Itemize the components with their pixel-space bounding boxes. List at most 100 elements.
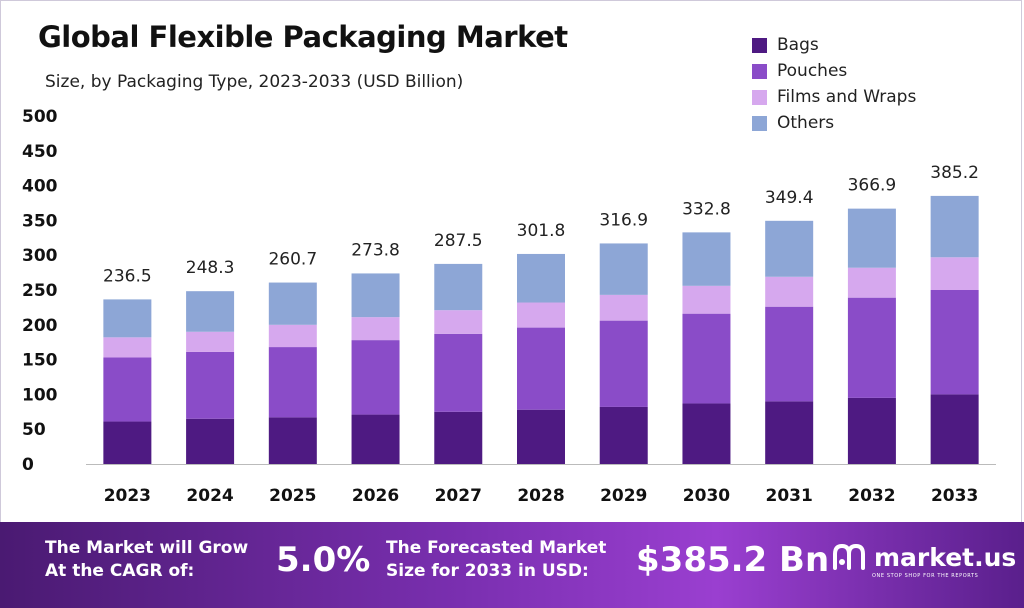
bar-segment-bags: [351, 414, 400, 464]
forecast-caption: The Forecasted Market Size for 2033 in U…: [386, 537, 606, 583]
bar-segment-films: [847, 267, 896, 298]
legend-label-others: Others: [777, 113, 835, 133]
bar-segment-bags: [186, 418, 235, 464]
legend-label-bags: Bags: [777, 35, 819, 55]
bar-total-label: 260.7: [268, 250, 317, 270]
bar-segment-others: [930, 195, 979, 258]
bar-segment-films: [434, 310, 483, 334]
brand-tagline: ONE STOP SHOP FOR THE REPORTS: [872, 573, 979, 579]
bar-segment-pouches: [765, 306, 814, 402]
brand-name: market.us: [874, 542, 1017, 572]
x-tick-label: 2027: [435, 486, 482, 506]
y-tick-label: 300: [22, 246, 58, 266]
bar-segment-bags: [930, 394, 979, 464]
bar-segment-pouches: [847, 297, 896, 398]
legend-label-films: Films and Wraps: [777, 87, 917, 107]
legend: Bags Pouches Films and Wraps Others: [752, 32, 916, 136]
bar-segment-pouches: [930, 290, 979, 395]
x-tick-label: 2025: [269, 486, 316, 506]
cagr-caption: The Market will Grow At the CAGR of:: [45, 537, 248, 583]
bar-total-label: 301.8: [517, 221, 566, 241]
y-tick-label: 500: [22, 107, 58, 127]
forecast-value: $385.2 Bn: [636, 540, 830, 580]
cagr-value: 5.0%: [276, 540, 371, 580]
bar-total-label: 273.8: [351, 240, 400, 260]
bar-segment-pouches: [599, 320, 648, 407]
legend-swatch-films: [752, 89, 767, 105]
x-tick-label: 2026: [352, 486, 399, 506]
bar-segment-films: [268, 324, 317, 348]
bar-segment-pouches: [434, 333, 483, 412]
cagr-caption-line1: The Market will Grow: [45, 538, 249, 558]
bar-total-label: 236.5: [103, 266, 152, 286]
bar-segment-bags: [847, 397, 896, 464]
chart-title: Global Flexible Packaging Market: [38, 20, 568, 54]
legend-label-pouches: Pouches: [777, 61, 848, 81]
x-tick-label: 2029: [600, 486, 647, 506]
y-tick-label: 250: [22, 281, 58, 301]
bar-total-label: 366.9: [848, 176, 897, 196]
x-tick-label: 2032: [848, 486, 895, 506]
bar-segment-bags: [268, 417, 317, 464]
footer-banner: The Market will Grow At the CAGR of: 5.0…: [0, 522, 1024, 608]
bar-segment-others: [351, 273, 400, 318]
legend-item-pouches: Pouches: [752, 58, 916, 84]
bar-segment-pouches: [517, 327, 565, 410]
bar-total-label: 316.9: [599, 210, 648, 230]
bar-segment-others: [268, 282, 317, 325]
y-tick-label: 350: [22, 211, 58, 231]
bar-segment-films: [599, 294, 648, 321]
bar-segment-others: [103, 299, 152, 338]
bar-total-label: 385.2: [930, 163, 979, 183]
bar-segment-bags: [434, 411, 483, 464]
x-tick-label: 2023: [104, 486, 151, 506]
forecast-caption-line1: The Forecasted Market: [386, 538, 607, 558]
x-tick-label: 2033: [931, 486, 978, 506]
bar-segment-pouches: [682, 313, 731, 404]
bar-segment-bags: [103, 421, 152, 464]
bar-segment-others: [682, 232, 731, 286]
bar-total-label: 332.8: [682, 199, 731, 219]
forecast-caption-line2: Size for 2033 in USD:: [386, 561, 589, 581]
bar-segment-bags: [517, 409, 565, 464]
y-tick-label: 200: [22, 316, 58, 336]
bar-segment-pouches: [103, 357, 152, 422]
bar-segment-bags: [599, 406, 648, 464]
brand-logo: market.us ONE STOP SHOP FOR THE REPORTS: [832, 542, 1017, 579]
bar-segment-pouches: [268, 347, 317, 418]
legend-item-films: Films and Wraps: [752, 84, 916, 110]
bar-segment-others: [434, 263, 483, 311]
y-tick-label: 450: [22, 142, 58, 162]
y-tick-label: 0: [22, 455, 34, 475]
legend-item-others: Others: [752, 110, 916, 136]
bar-segment-films: [186, 331, 235, 352]
x-tick-label: 2030: [683, 486, 730, 506]
bar-segment-others: [517, 253, 565, 303]
y-tick-label: 50: [22, 420, 46, 440]
legend-swatch-bags: [752, 37, 767, 53]
bar-segment-films: [682, 285, 731, 314]
bar-total-label: 349.4: [765, 188, 814, 208]
bar-segment-films: [930, 257, 979, 290]
bar-segment-others: [599, 243, 648, 295]
bar-segment-pouches: [351, 340, 400, 415]
legend-item-bags: Bags: [752, 32, 916, 58]
stacked-bar-chart: 0 50 100 150 200 250 300 350 400 450 500 236.5 2023 2…: [22, 107, 996, 506]
bar-segment-films: [103, 337, 152, 358]
legend-swatch-others: [752, 115, 767, 131]
bar-total-label: 287.5: [434, 231, 483, 251]
bar-segment-bags: [682, 403, 731, 464]
bar-segment-bags: [765, 401, 814, 464]
x-tick-label: 2031: [766, 486, 813, 506]
y-tick-label: 400: [22, 177, 58, 197]
y-tick-label: 150: [22, 351, 58, 371]
x-tick-label: 2024: [186, 486, 233, 506]
bar-segment-others: [186, 291, 235, 332]
cagr-caption-line2: At the CAGR of:: [45, 561, 195, 581]
bar-segment-others: [765, 220, 814, 277]
legend-swatch-pouches: [752, 63, 767, 79]
bar-segment-films: [351, 317, 400, 341]
bar-total-label: 248.3: [186, 258, 235, 278]
market-us-logo-icon: [833, 543, 865, 570]
bar-segment-others: [847, 208, 896, 268]
